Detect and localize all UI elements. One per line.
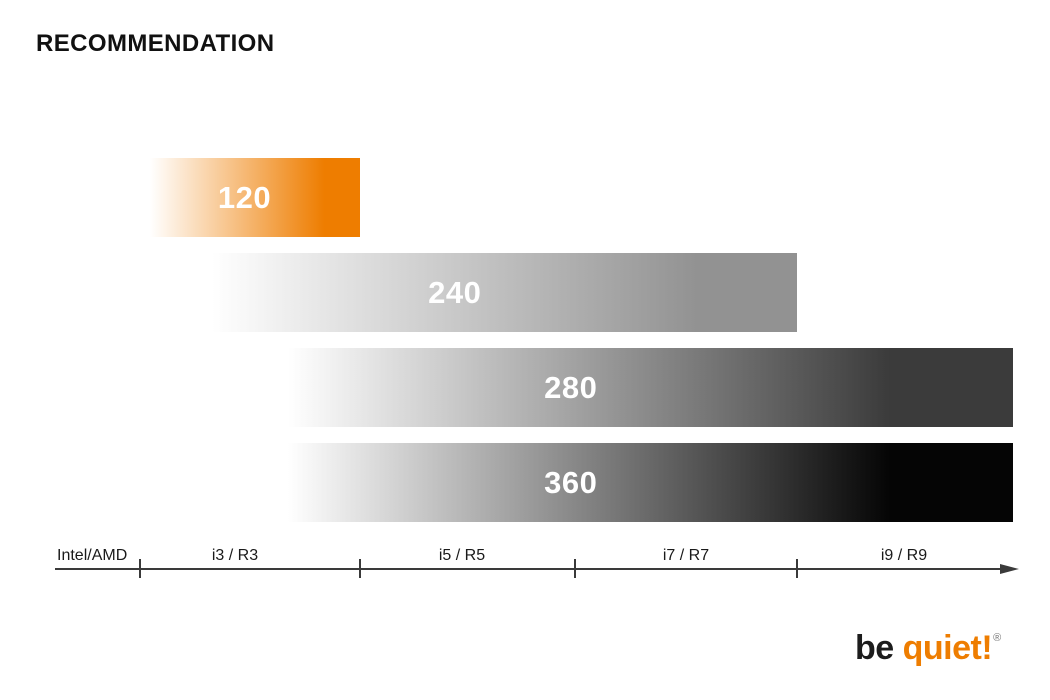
- bar-120-value-label: 120: [217, 179, 272, 215]
- axis-tick: [139, 559, 141, 578]
- be-quiet-logo: be quiet!®: [855, 629, 1001, 668]
- axis-line: [55, 568, 1005, 570]
- axis-tick: [359, 559, 361, 578]
- bar-280: 280: [288, 348, 1013, 427]
- bar-360-value-label: 360: [544, 464, 598, 500]
- bar-360: 360: [288, 443, 1013, 522]
- axis-label-i7-r7: i7 / R7: [662, 547, 710, 564]
- axis-tick: [796, 559, 798, 578]
- axis-label-i9-r9: i9 / R9: [880, 547, 928, 564]
- bar-280-value-label: 280: [544, 369, 598, 405]
- axis-tick: [574, 559, 576, 578]
- page-title: RECOMMENDATION: [36, 30, 275, 57]
- logo-text-quiet: quiet!: [902, 629, 993, 667]
- axis-arrow-icon: [1000, 563, 1019, 574]
- bar-240-value-label: 240: [428, 274, 482, 310]
- axis-label-i5-r5: i5 / R5: [438, 547, 486, 564]
- bar-240: 240: [212, 253, 797, 332]
- axis-label-i3-r3: i3 / R3: [211, 547, 259, 564]
- registered-trademark-icon: ®: [993, 632, 1002, 644]
- logo-text-be: be: [855, 629, 903, 667]
- axis-label-origin: Intel/AMD: [57, 547, 128, 564]
- bar-120: 120: [150, 158, 360, 237]
